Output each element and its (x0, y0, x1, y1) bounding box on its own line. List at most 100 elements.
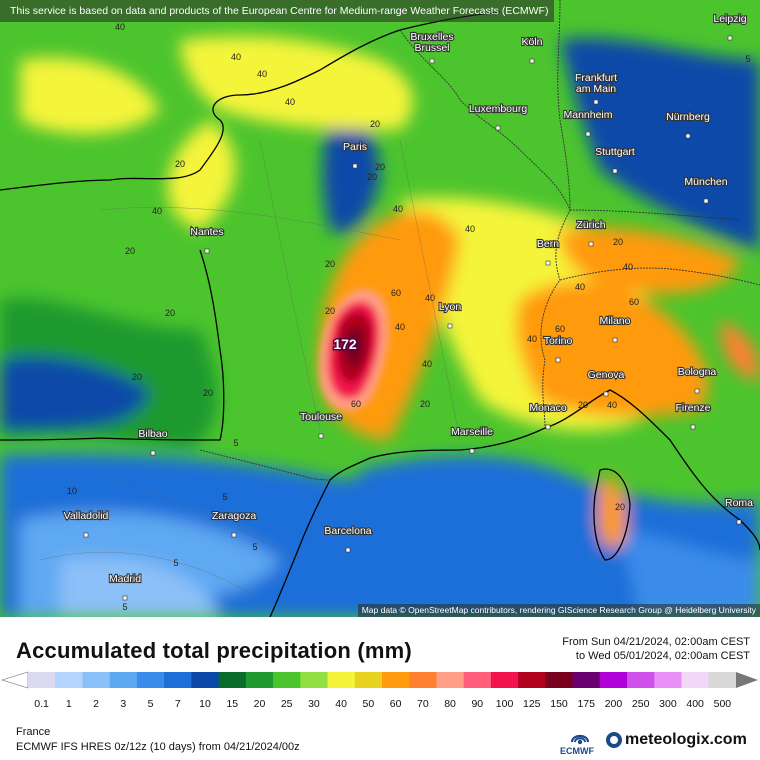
legend-swatch (681, 672, 710, 688)
legend-swatch (109, 672, 138, 688)
contour-value-label: 20 (613, 237, 623, 247)
city-marker (736, 519, 742, 525)
contour-value-label: 10 (67, 486, 77, 496)
city-label: Bologna (678, 366, 717, 378)
city-marker (231, 532, 237, 538)
city-marker (612, 337, 618, 343)
legend-tick-label: 200 (605, 698, 623, 710)
legend-swatch (708, 672, 737, 688)
city-marker (150, 450, 156, 456)
city-label: Torino (544, 335, 573, 347)
precipitation-map[interactable]: 40 40 40 20 40 20 40 20 20 5 40 20 40 20 20 40 20 60 40 20 6… (0, 0, 760, 617)
legend-tick-label: 30 (308, 698, 320, 710)
legend-tick-label: 60 (390, 698, 402, 710)
contour-value-label: 20 (420, 399, 430, 409)
city-label: Nürnberg (666, 111, 710, 123)
legend-tick-label: 250 (632, 698, 650, 710)
city-marker (122, 595, 128, 601)
city-label: Bilbao (138, 428, 167, 440)
period-from: From Sun 04/21/2024, 02:00am CEST (562, 636, 750, 648)
legend-swatch (654, 672, 683, 688)
period-to: to Wed 05/01/2024, 02:00am CEST (575, 650, 750, 662)
region-borders (39, 139, 461, 601)
contour-value-label: 60 (391, 288, 401, 298)
city-label: Bern (537, 238, 559, 250)
contour-value-label: 20 (175, 159, 185, 169)
legend-swatch (627, 672, 655, 688)
city-label: Marseille (451, 426, 493, 438)
city-label: Zaragoza (212, 510, 257, 522)
legend-swatch (191, 672, 220, 688)
contour-value-label: 40 (395, 322, 405, 332)
legend-tick-label: 0.1 (34, 698, 49, 710)
city-label: Roma (725, 497, 753, 509)
city-marker (447, 323, 453, 329)
legend-swatch (409, 672, 437, 688)
legend-swatch (136, 672, 165, 688)
city-label: Frankfurt (575, 72, 617, 84)
contour-value-label: 40 (393, 204, 403, 214)
city-label: Madrid (109, 573, 141, 585)
city-marker (352, 163, 358, 169)
city-label: Mannheim (563, 109, 612, 121)
legend-swatch (599, 672, 628, 688)
legend-tick-label: 70 (417, 698, 429, 710)
city-label: Nantes (190, 226, 223, 238)
city-marker (703, 198, 709, 204)
city-marker (345, 547, 351, 553)
city-marker (83, 532, 89, 538)
contour-value-label: 20 (125, 246, 135, 256)
city-marker (612, 168, 618, 174)
city-label: Monaco (529, 402, 567, 414)
legend-tick-label: 50 (363, 698, 375, 710)
contour-value-label: 20 (578, 400, 588, 410)
contour-value-label: 5 (222, 492, 227, 502)
city-marker (603, 391, 609, 397)
legend-tick-label: 400 (686, 698, 704, 710)
legend-tick-label: 5 (148, 698, 154, 710)
city-marker (585, 131, 591, 137)
city-marker (469, 448, 475, 454)
legend-tick-label: 175 (577, 698, 595, 710)
legend-tick-label: 25 (281, 698, 293, 710)
legend-swatch (354, 672, 383, 688)
city-marker (727, 35, 733, 41)
city-label: Toulouse (300, 411, 342, 423)
contour-value-label: 40 (257, 69, 267, 79)
legend-tick-label: 3 (120, 698, 126, 710)
legend-tick-label: 15 (226, 698, 238, 710)
legend-swatch (518, 672, 546, 688)
legend-swatch (490, 672, 519, 688)
legend-swatch (273, 672, 301, 688)
legend-swatch (245, 672, 274, 688)
meteologix-icon (606, 732, 622, 748)
city-marker (593, 99, 599, 105)
map-attribution[interactable]: Map data © OpenStreetMap contributors, r… (357, 604, 760, 617)
legend-arrow-right (736, 672, 758, 688)
contour-labels: 4040402040204020205402040202040206040206… (67, 22, 751, 612)
city-label: Stuttgart (595, 146, 635, 158)
contour-value-label: 20 (132, 372, 142, 382)
legend-tick-label: 150 (550, 698, 568, 710)
coastlines (0, 11, 760, 617)
city-label: Lyon (439, 301, 462, 313)
city-marker (529, 58, 535, 64)
contour-value-label: 20 (367, 172, 377, 182)
contour-value-label: 40 (527, 334, 537, 344)
city-marker (495, 125, 501, 131)
legend-tick-label: 2 (93, 698, 99, 710)
city-marker (685, 133, 691, 139)
city-label: Barcelona (324, 525, 371, 537)
city-marker (555, 357, 561, 363)
forecast-period: From Sun 04/21/2024, 02:00am CEST to Wed… (562, 635, 750, 663)
legend-tick-label: 7 (175, 698, 181, 710)
legend-tick-label: 40 (335, 698, 347, 710)
meteologix-logo[interactable]: meteologix.com (606, 731, 747, 749)
legend-swatch (463, 672, 492, 688)
legend-tick-label: 125 (523, 698, 541, 710)
legend-swatch (28, 672, 56, 688)
contour-value-label: 20 (325, 259, 335, 269)
contour-value-label: 40 (285, 97, 295, 107)
legend-tick-label: 80 (444, 698, 456, 710)
country-borders (199, 0, 760, 481)
